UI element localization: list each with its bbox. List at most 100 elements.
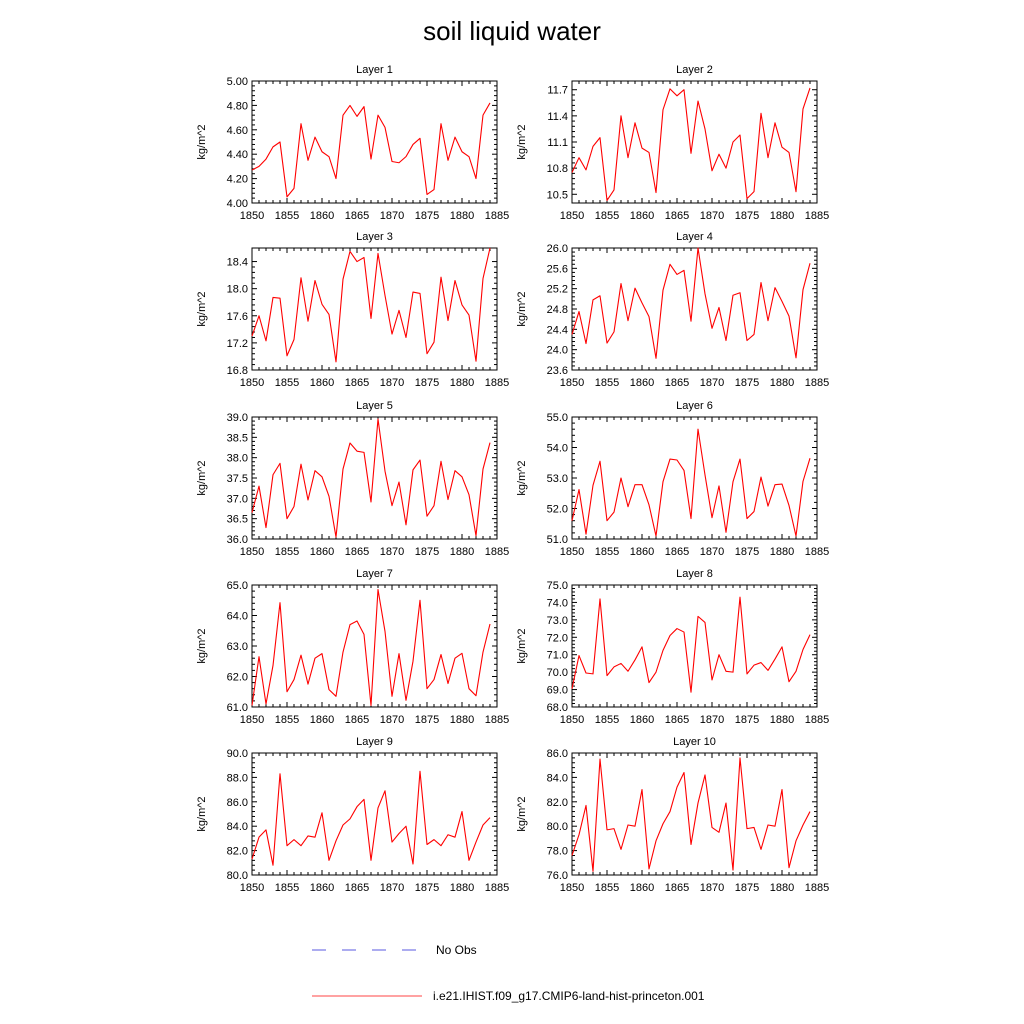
x-tick-label: 1865 [345, 210, 369, 222]
x-tick-label: 1850 [560, 377, 584, 389]
x-tick-label: 1855 [275, 714, 299, 726]
y-tick-label: 11.7 [547, 85, 568, 97]
y-tick-label: 63.0 [227, 641, 248, 653]
x-tick-label: 1870 [700, 377, 724, 389]
y-tick-label: 80.0 [227, 870, 248, 882]
y-tick-label: 61.0 [227, 702, 248, 714]
x-tick-label: 1875 [415, 882, 439, 894]
x-tick-label: 1855 [595, 210, 619, 222]
y-axis-label: kg/m^2 [516, 291, 528, 326]
figure-title: soil liquid water [423, 16, 601, 46]
y-tick-label: 71.0 [547, 650, 568, 662]
x-tick-label: 1850 [560, 546, 584, 558]
x-tick-label: 1850 [240, 377, 264, 389]
x-tick-label: 1865 [665, 882, 689, 894]
x-tick-label: 1875 [735, 377, 759, 389]
y-tick-label: 80.0 [547, 821, 568, 833]
plot-frame [251, 247, 498, 371]
y-tick-label: 86.0 [227, 797, 248, 809]
series-line [571, 428, 811, 537]
panel-title: Layer 1 [356, 64, 393, 76]
y-axis-label: kg/m^2 [196, 796, 208, 831]
x-tick-label: 1860 [310, 714, 334, 726]
y-tick-label: 4.20 [227, 174, 248, 186]
series-line [251, 102, 491, 198]
x-tick-label: 1885 [485, 546, 509, 558]
x-tick-label: 1855 [595, 882, 619, 894]
y-tick-label: 82.0 [547, 797, 568, 809]
x-tick-label: 1870 [380, 546, 404, 558]
x-tick-label: 1885 [485, 882, 509, 894]
x-tick-label: 1880 [450, 882, 474, 894]
panel-title: Layer 5 [356, 400, 393, 412]
x-tick-label: 1875 [735, 714, 759, 726]
x-tick-label: 1860 [630, 882, 654, 894]
x-tick-label: 1850 [560, 882, 584, 894]
x-tick-label: 1875 [735, 882, 759, 894]
y-tick-label: 18.4 [227, 257, 248, 269]
y-tick-label: 16.8 [227, 365, 248, 377]
y-tick-label: 86.0 [547, 748, 568, 760]
x-tick-label: 1860 [310, 210, 334, 222]
x-tick-label: 1870 [700, 714, 724, 726]
y-tick-label: 25.6 [547, 263, 568, 275]
x-tick-label: 1880 [770, 210, 794, 222]
series-line [251, 418, 491, 538]
panel-4: Layer 4 1850 1855 1860 1865 1870 1875 1880 1885 2… [516, 231, 829, 389]
y-axis-label: kg/m^2 [196, 124, 208, 159]
y-tick-label: 62.0 [227, 672, 248, 684]
panel-3: Layer 3 1850 1855 1860 1865 1870 1875 1880 1885 1… [196, 231, 509, 389]
x-tick-label: 1870 [380, 714, 404, 726]
x-tick-label: 1885 [485, 377, 509, 389]
panel-title: Layer 8 [676, 568, 713, 580]
x-tick-label: 1870 [700, 882, 724, 894]
x-tick-label: 1885 [805, 546, 829, 558]
x-tick-label: 1870 [380, 377, 404, 389]
x-tick-label: 1860 [310, 882, 334, 894]
y-axis-label: kg/m^2 [516, 460, 528, 495]
x-tick-label: 1870 [700, 546, 724, 558]
y-tick-label: 18.0 [227, 284, 248, 296]
y-tick-label: 24.0 [547, 345, 568, 357]
panel-title: Layer 3 [356, 231, 393, 243]
y-tick-label: 24.8 [547, 304, 568, 316]
panel-6: Layer 6 1850 1855 1860 1865 1870 1875 1880 1885 5… [516, 400, 829, 558]
x-tick-label: 1870 [380, 210, 404, 222]
x-tick-label: 1865 [665, 714, 689, 726]
y-tick-label: 73.0 [547, 615, 568, 627]
y-axis-label: kg/m^2 [516, 124, 528, 159]
y-tick-label: 78.0 [547, 846, 568, 858]
y-tick-label: 52.0 [547, 504, 568, 516]
plot-frame [571, 584, 818, 708]
y-tick-label: 10.5 [547, 189, 568, 201]
panel-title: Layer 4 [676, 231, 713, 243]
panel-8: Layer 8 1850 1855 1860 1865 1870 1875 1880 1885 6… [516, 568, 829, 726]
legend: No Obs i.e21.IHIST.f09_g17.CMIP6-land-hi… [312, 943, 705, 1003]
y-tick-label: 84.0 [547, 772, 568, 784]
plot-frame [251, 416, 498, 540]
y-tick-label: 17.2 [227, 338, 248, 350]
x-tick-label: 1855 [595, 377, 619, 389]
plot-frame [571, 247, 818, 371]
panel-title: Layer 9 [356, 736, 393, 748]
series-line [251, 589, 491, 707]
x-tick-label: 1850 [240, 546, 264, 558]
y-tick-label: 82.0 [227, 846, 248, 858]
y-tick-label: 38.5 [227, 432, 248, 444]
x-tick-label: 1860 [310, 377, 334, 389]
y-tick-label: 55.0 [547, 412, 568, 424]
panels: Layer 1 1850 1855 1860 1865 1870 1875 1880 1885 4… [196, 64, 829, 894]
y-axis-label: kg/m^2 [196, 460, 208, 495]
x-tick-label: 1880 [450, 714, 474, 726]
x-tick-label: 1885 [485, 714, 509, 726]
x-tick-label: 1875 [415, 210, 439, 222]
x-tick-label: 1880 [450, 210, 474, 222]
x-tick-label: 1880 [770, 546, 794, 558]
y-tick-label: 4.60 [227, 125, 248, 137]
x-tick-label: 1875 [415, 714, 439, 726]
y-tick-label: 37.5 [227, 473, 248, 485]
panel-title: Layer 2 [676, 64, 713, 76]
y-tick-label: 53.0 [547, 473, 568, 485]
series-line [251, 770, 491, 866]
